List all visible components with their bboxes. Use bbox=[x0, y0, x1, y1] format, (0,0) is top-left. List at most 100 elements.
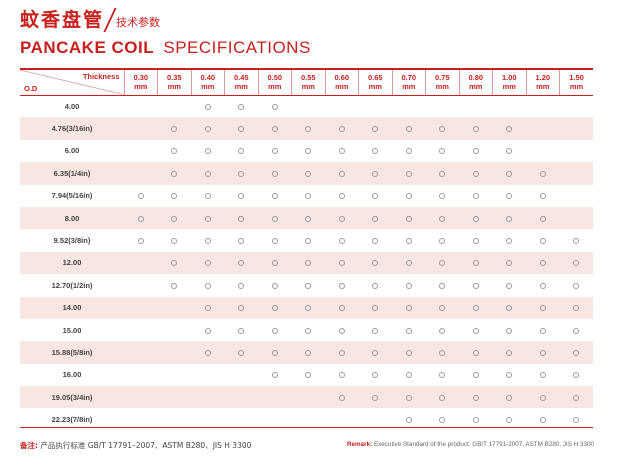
table-row: 6.35(1/4in) bbox=[20, 162, 593, 185]
availability-cell bbox=[124, 162, 158, 185]
thickness-unit: mm bbox=[402, 82, 416, 92]
availability-cell bbox=[492, 162, 526, 185]
hollow-circle-icon bbox=[405, 126, 412, 133]
availability-cell bbox=[392, 319, 426, 341]
thickness-header-cell: 0.75 mm bbox=[425, 68, 459, 96]
availability-cell bbox=[459, 140, 493, 162]
availability-cell bbox=[459, 251, 493, 275]
availability-cell bbox=[459, 206, 493, 230]
od-cell: 4.00 bbox=[64, 101, 80, 111]
hollow-circle-icon bbox=[171, 148, 178, 155]
availability-cell bbox=[560, 185, 594, 207]
availability-cell bbox=[358, 251, 392, 275]
thickness-header-cell: 1.50 mm bbox=[559, 68, 593, 96]
availability-cell bbox=[459, 341, 493, 364]
availability-cell bbox=[325, 364, 359, 386]
hollow-circle-icon bbox=[238, 327, 245, 334]
availability-cell bbox=[359, 140, 393, 162]
hollow-circle-icon bbox=[204, 103, 211, 110]
hollow-circle-icon bbox=[372, 170, 379, 177]
hollow-circle-icon bbox=[338, 148, 345, 155]
availability-cell bbox=[225, 364, 259, 386]
availability-cell bbox=[191, 206, 225, 230]
thickness-unit: mm bbox=[134, 82, 148, 92]
hollow-circle-icon bbox=[472, 238, 479, 245]
availability-cell bbox=[258, 296, 292, 319]
availability-cell bbox=[426, 95, 460, 117]
hollow-circle-icon bbox=[271, 372, 278, 379]
hollow-circle-icon bbox=[439, 148, 446, 155]
availability-cell bbox=[560, 229, 594, 251]
hollow-circle-icon bbox=[271, 148, 278, 155]
thickness-header-cell: 0.45 mm bbox=[224, 68, 258, 96]
hollow-circle-icon bbox=[238, 103, 245, 110]
hollow-circle-icon bbox=[506, 148, 513, 155]
availability-cell bbox=[559, 117, 593, 140]
hollow-circle-icon bbox=[204, 238, 211, 245]
hollow-circle-icon bbox=[271, 238, 278, 245]
availability-cell bbox=[559, 296, 593, 319]
availability-cell bbox=[425, 296, 459, 319]
availability-cell bbox=[325, 251, 359, 275]
thickness-unit: mm bbox=[167, 82, 181, 92]
thickness-value: 0.30 bbox=[133, 73, 149, 83]
hollow-circle-icon bbox=[338, 193, 345, 200]
thickness-unit: mm bbox=[469, 82, 483, 92]
availability-cell bbox=[124, 95, 158, 117]
footer-cn-text: 产品执行标准 GB/T 17791–2007、ASTM B280、JIS H 3… bbox=[40, 441, 252, 450]
hollow-circle-icon bbox=[271, 215, 278, 222]
availability-cell bbox=[526, 251, 560, 275]
availability-cell bbox=[392, 386, 426, 409]
hollow-circle-icon bbox=[439, 350, 446, 356]
availability-cell bbox=[559, 386, 593, 409]
table-row: 7.94(5/16in) bbox=[20, 185, 593, 207]
availability-cell bbox=[258, 117, 292, 140]
availability-cell bbox=[124, 185, 158, 207]
hollow-circle-icon bbox=[539, 260, 546, 267]
availability-cell bbox=[124, 386, 158, 409]
hollow-circle-icon bbox=[305, 350, 312, 356]
hollow-circle-icon bbox=[204, 327, 211, 334]
od-cell: 6.00 bbox=[64, 146, 80, 156]
od-cell: 15.00 bbox=[62, 325, 82, 335]
availability-cell bbox=[493, 140, 527, 162]
od-cell: 12.00 bbox=[20, 251, 124, 275]
hollow-circle-icon bbox=[472, 126, 479, 133]
hollow-circle-icon bbox=[439, 193, 446, 200]
hollow-circle-icon bbox=[472, 193, 479, 200]
availability-cell bbox=[225, 95, 259, 117]
hollow-circle-icon bbox=[204, 193, 211, 200]
table-row: 4.00 bbox=[20, 95, 593, 117]
availability-cell bbox=[124, 206, 158, 230]
thickness-unit: mm bbox=[201, 82, 215, 92]
availability-cell bbox=[526, 274, 560, 296]
availability-cell bbox=[258, 251, 292, 275]
cn-title-row: 蚊香盘管 技术参数 bbox=[20, 8, 610, 32]
table-row: 14.00 bbox=[20, 296, 593, 319]
thickness-header-cell: 1.20 mm bbox=[525, 68, 560, 96]
hollow-circle-icon bbox=[338, 372, 345, 379]
hollow-circle-icon bbox=[506, 238, 513, 245]
hollow-circle-icon bbox=[539, 215, 546, 222]
spec-table-body: 4.00 4.76(3/16in) 6.00 6.35(1/4in) 7.94(5/16… bbox=[20, 95, 593, 431]
hollow-circle-icon bbox=[238, 305, 245, 312]
hollow-circle-icon bbox=[372, 305, 379, 312]
thickness-value: 0.75 bbox=[434, 73, 450, 83]
availability-cell bbox=[426, 140, 460, 162]
table-row: 8.00 bbox=[20, 206, 593, 230]
availability-cell bbox=[459, 95, 493, 117]
availability-cell bbox=[191, 274, 225, 296]
hollow-circle-icon bbox=[137, 215, 144, 222]
availability-cell bbox=[191, 364, 225, 386]
hollow-circle-icon bbox=[472, 215, 479, 222]
hollow-circle-icon bbox=[506, 282, 513, 289]
availability-cell bbox=[392, 364, 426, 386]
hollow-circle-icon bbox=[271, 350, 278, 356]
hollow-circle-icon bbox=[472, 170, 479, 177]
hollow-circle-icon bbox=[305, 305, 312, 312]
availability-cell bbox=[426, 408, 460, 430]
availability-cell bbox=[292, 364, 326, 386]
availability-cell bbox=[392, 206, 426, 230]
availability-cell bbox=[191, 140, 225, 162]
availability-cell bbox=[492, 206, 526, 230]
